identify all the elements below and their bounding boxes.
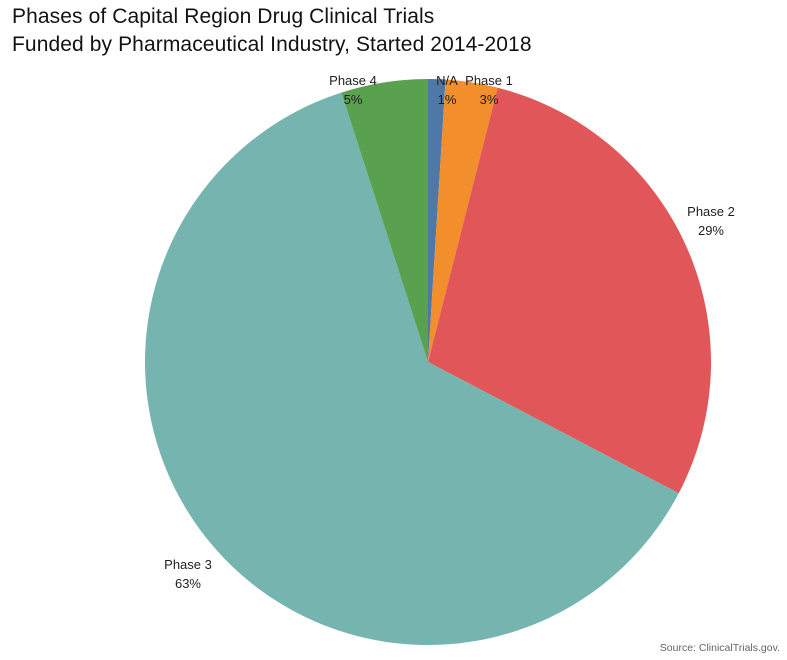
pie-slice-n-a (428, 79, 446, 362)
pie-slice-phase-3 (144, 92, 679, 646)
slice-percent: 1% (437, 92, 457, 107)
slice-percent: 5% (343, 92, 363, 107)
slice-name: Phase 2 (687, 204, 735, 219)
slice-name: Phase 4 (329, 73, 377, 88)
pie-slice-phase-2 (428, 87, 711, 494)
slice-label-phase-3: Phase 3 63% (164, 555, 212, 593)
slice-name: Phase 1 (465, 73, 513, 88)
slice-label-phase-4: Phase 4 5% (329, 71, 377, 109)
slice-percent: 3% (479, 92, 499, 107)
pie-slice-phase-4 (341, 79, 428, 362)
chart-title-line-2: Funded by Pharmaceutical Industry, Start… (12, 33, 532, 56)
chart-title-line-1: Phases of Capital Region Drug Clinical T… (12, 5, 435, 28)
slice-name: Phase 3 (164, 557, 212, 572)
slice-label-phase-1: Phase 1 3% (465, 71, 513, 109)
slice-label-phase-2: Phase 2 29% (687, 202, 735, 240)
slice-name: N/A (436, 73, 458, 88)
pie-slice-phase-1 (428, 79, 498, 363)
slice-percent: 63% (174, 576, 202, 591)
source-note: Source: ClinicalTrials.gov. (659, 642, 780, 654)
slice-label-n-a: N/A 1% (436, 71, 458, 109)
slice-percent: 29% (697, 223, 725, 238)
chart-title: Phases of Capital Region Drug Clinical T… (12, 3, 532, 59)
